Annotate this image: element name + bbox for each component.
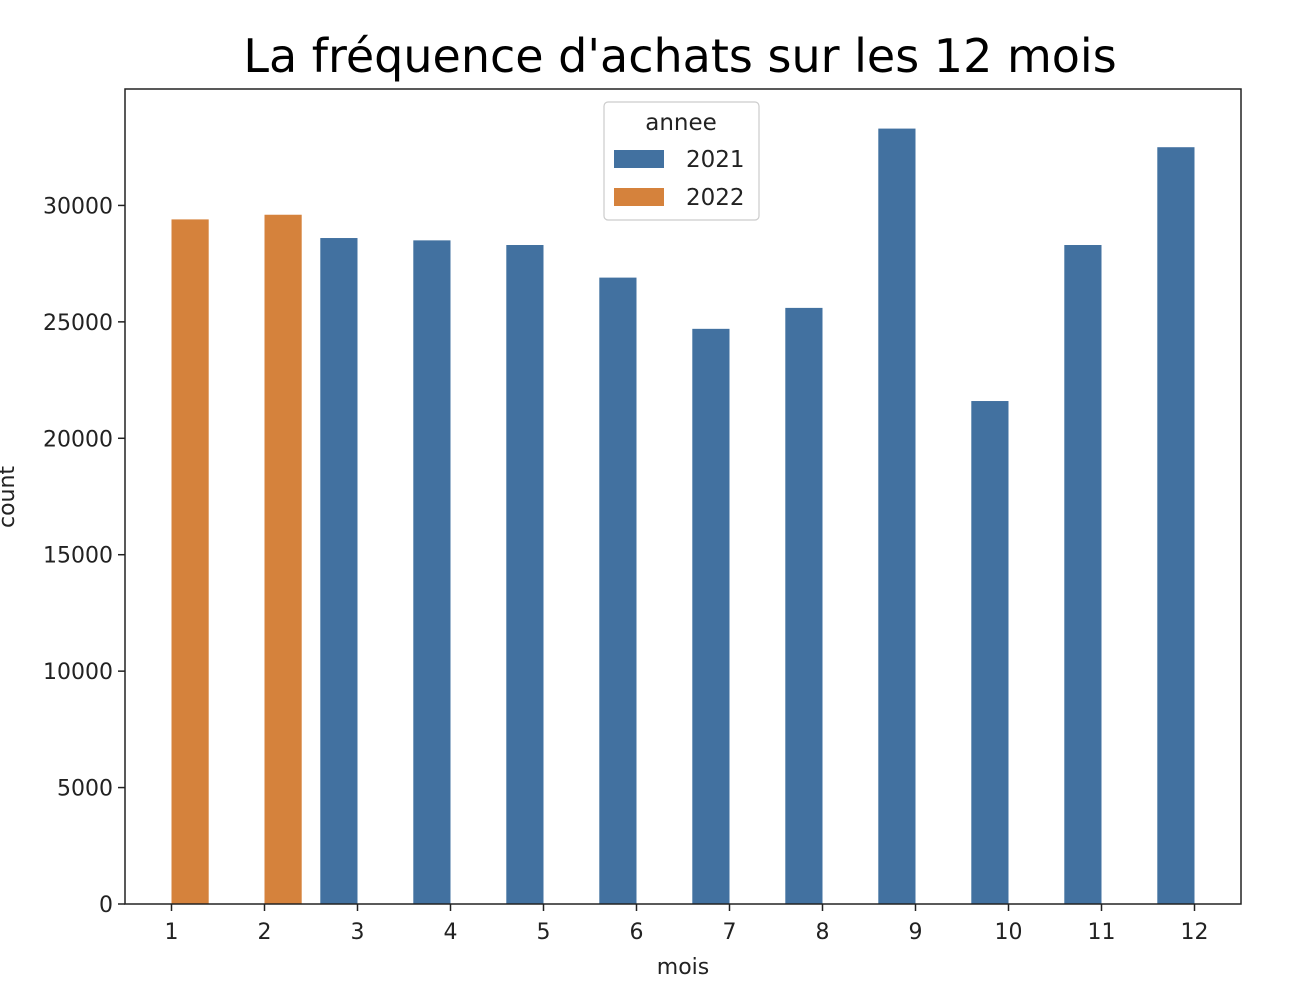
bar-2022-mois-1 — [171, 219, 209, 904]
y-axis: 0 5000 10000 15000 20000 25000 30000 — [43, 194, 125, 918]
x-tick-label: 7 — [723, 920, 737, 945]
bar-2021-mois-4 — [413, 240, 451, 905]
y-tick-label: 30000 — [43, 194, 113, 219]
bar-2021-mois-5 — [506, 245, 544, 904]
x-tick-label: 3 — [351, 920, 365, 945]
bars-group — [171, 128, 1195, 905]
x-tick-label: 11 — [1088, 920, 1116, 945]
bar-2021-mois-10 — [971, 401, 1009, 904]
x-axis-label: mois — [657, 955, 709, 980]
bar-2021-mois-7 — [692, 328, 730, 905]
legend: annee 2021 2022 — [603, 101, 760, 221]
bar-2022-mois-2 — [264, 214, 302, 905]
chart-title: La fréquence d'achats sur les 12 mois — [243, 29, 1116, 83]
legend-title: annee — [645, 110, 717, 136]
x-tick-label: 8 — [816, 920, 830, 945]
x-tick-label: 12 — [1181, 920, 1209, 945]
y-tick-label: 15000 — [43, 544, 113, 569]
y-tick-label: 10000 — [43, 660, 113, 685]
y-tick-label: 5000 — [57, 777, 113, 802]
plot-frame — [124, 88, 1242, 905]
x-tick-label: 2 — [258, 920, 272, 945]
bar-2021-mois-3 — [320, 238, 358, 904]
y-tick-label: 25000 — [43, 311, 113, 336]
y-tick-label: 20000 — [43, 427, 113, 452]
x-tick-label: 6 — [630, 920, 644, 945]
x-tick-label: 10 — [995, 920, 1023, 945]
legend-swatch-2021 — [614, 150, 664, 168]
legend-swatch-2022 — [614, 188, 664, 206]
legend-label-2022: 2022 — [686, 185, 745, 211]
x-axis: 1 2 3 4 5 6 7 8 9 10 11 12 — [165, 904, 1209, 945]
legend-label-2021: 2021 — [686, 147, 745, 173]
y-tick-label: 0 — [99, 893, 113, 918]
x-tick-label: 9 — [909, 920, 923, 945]
bar-2021-mois-8 — [785, 307, 823, 904]
x-tick-label: 5 — [537, 920, 551, 945]
bar-2021-mois-12 — [1157, 147, 1195, 904]
bar-2021-mois-6 — [599, 277, 637, 904]
y-axis-label: count — [0, 466, 20, 528]
bar-2021-mois-11 — [1064, 245, 1102, 904]
x-tick-label: 4 — [444, 920, 458, 945]
bar-2021-mois-9 — [878, 128, 916, 905]
x-tick-label: 1 — [165, 920, 179, 945]
